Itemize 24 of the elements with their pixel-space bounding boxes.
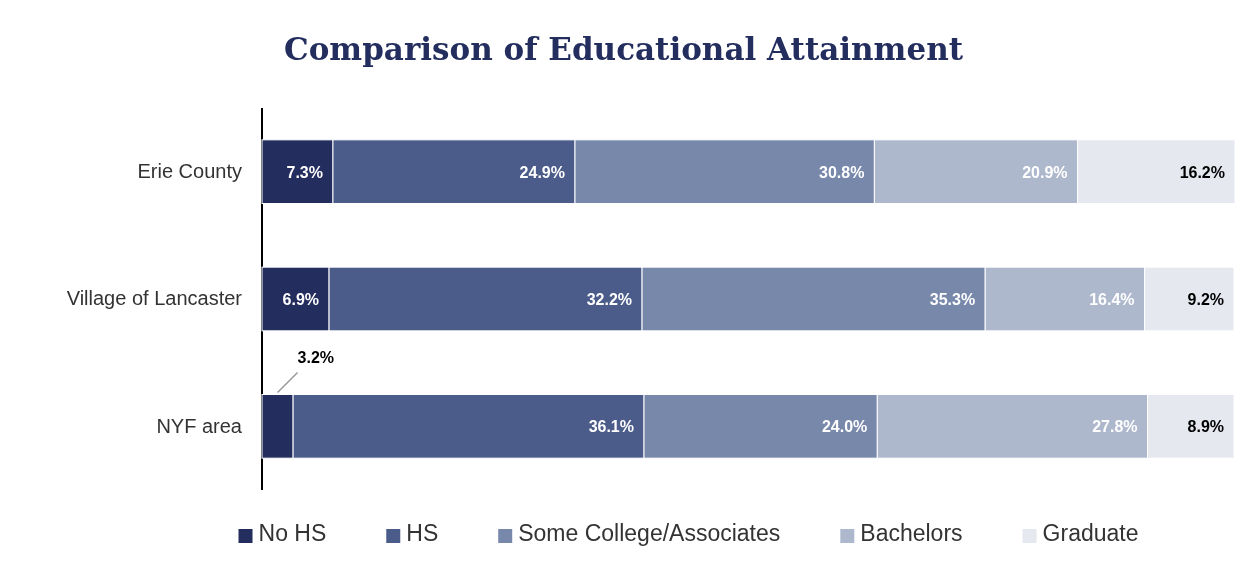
data-label: 27.8%: [1092, 418, 1138, 436]
data-label: 24.0%: [821, 418, 868, 436]
data-label: 20.9%: [1022, 163, 1068, 181]
y-tick-label: Erie County: [137, 160, 242, 183]
data-label: 35.3%: [929, 291, 976, 308]
data-label: 16.2%: [1179, 163, 1225, 181]
legend-label: Some College/Associates: [518, 520, 781, 546]
y-tick-label: Village of Lancaster: [66, 287, 243, 310]
data-label: 9.2%: [1187, 291, 1225, 308]
data-label: 36.1%: [588, 418, 635, 436]
legend-label: HS: [406, 520, 439, 546]
data-label: 6.9%: [282, 291, 320, 308]
legend-label: Bachelors: [860, 520, 963, 546]
y-tick-label: NYF area: [156, 414, 243, 437]
data-label: 3.2%: [297, 348, 335, 366]
chart-title: Comparison of Educational Attainment: [284, 31, 964, 67]
data-label: 16.4%: [1089, 291, 1135, 308]
legend-label: No HS: [258, 520, 327, 546]
data-label: 7.3%: [286, 163, 323, 181]
legend-label: Graduate: [1042, 520, 1139, 546]
data-label: 8.9%: [1187, 418, 1225, 436]
data-label: 24.9%: [519, 163, 565, 181]
data-label: 32.2%: [586, 291, 633, 308]
data-label: 30.8%: [819, 163, 865, 181]
